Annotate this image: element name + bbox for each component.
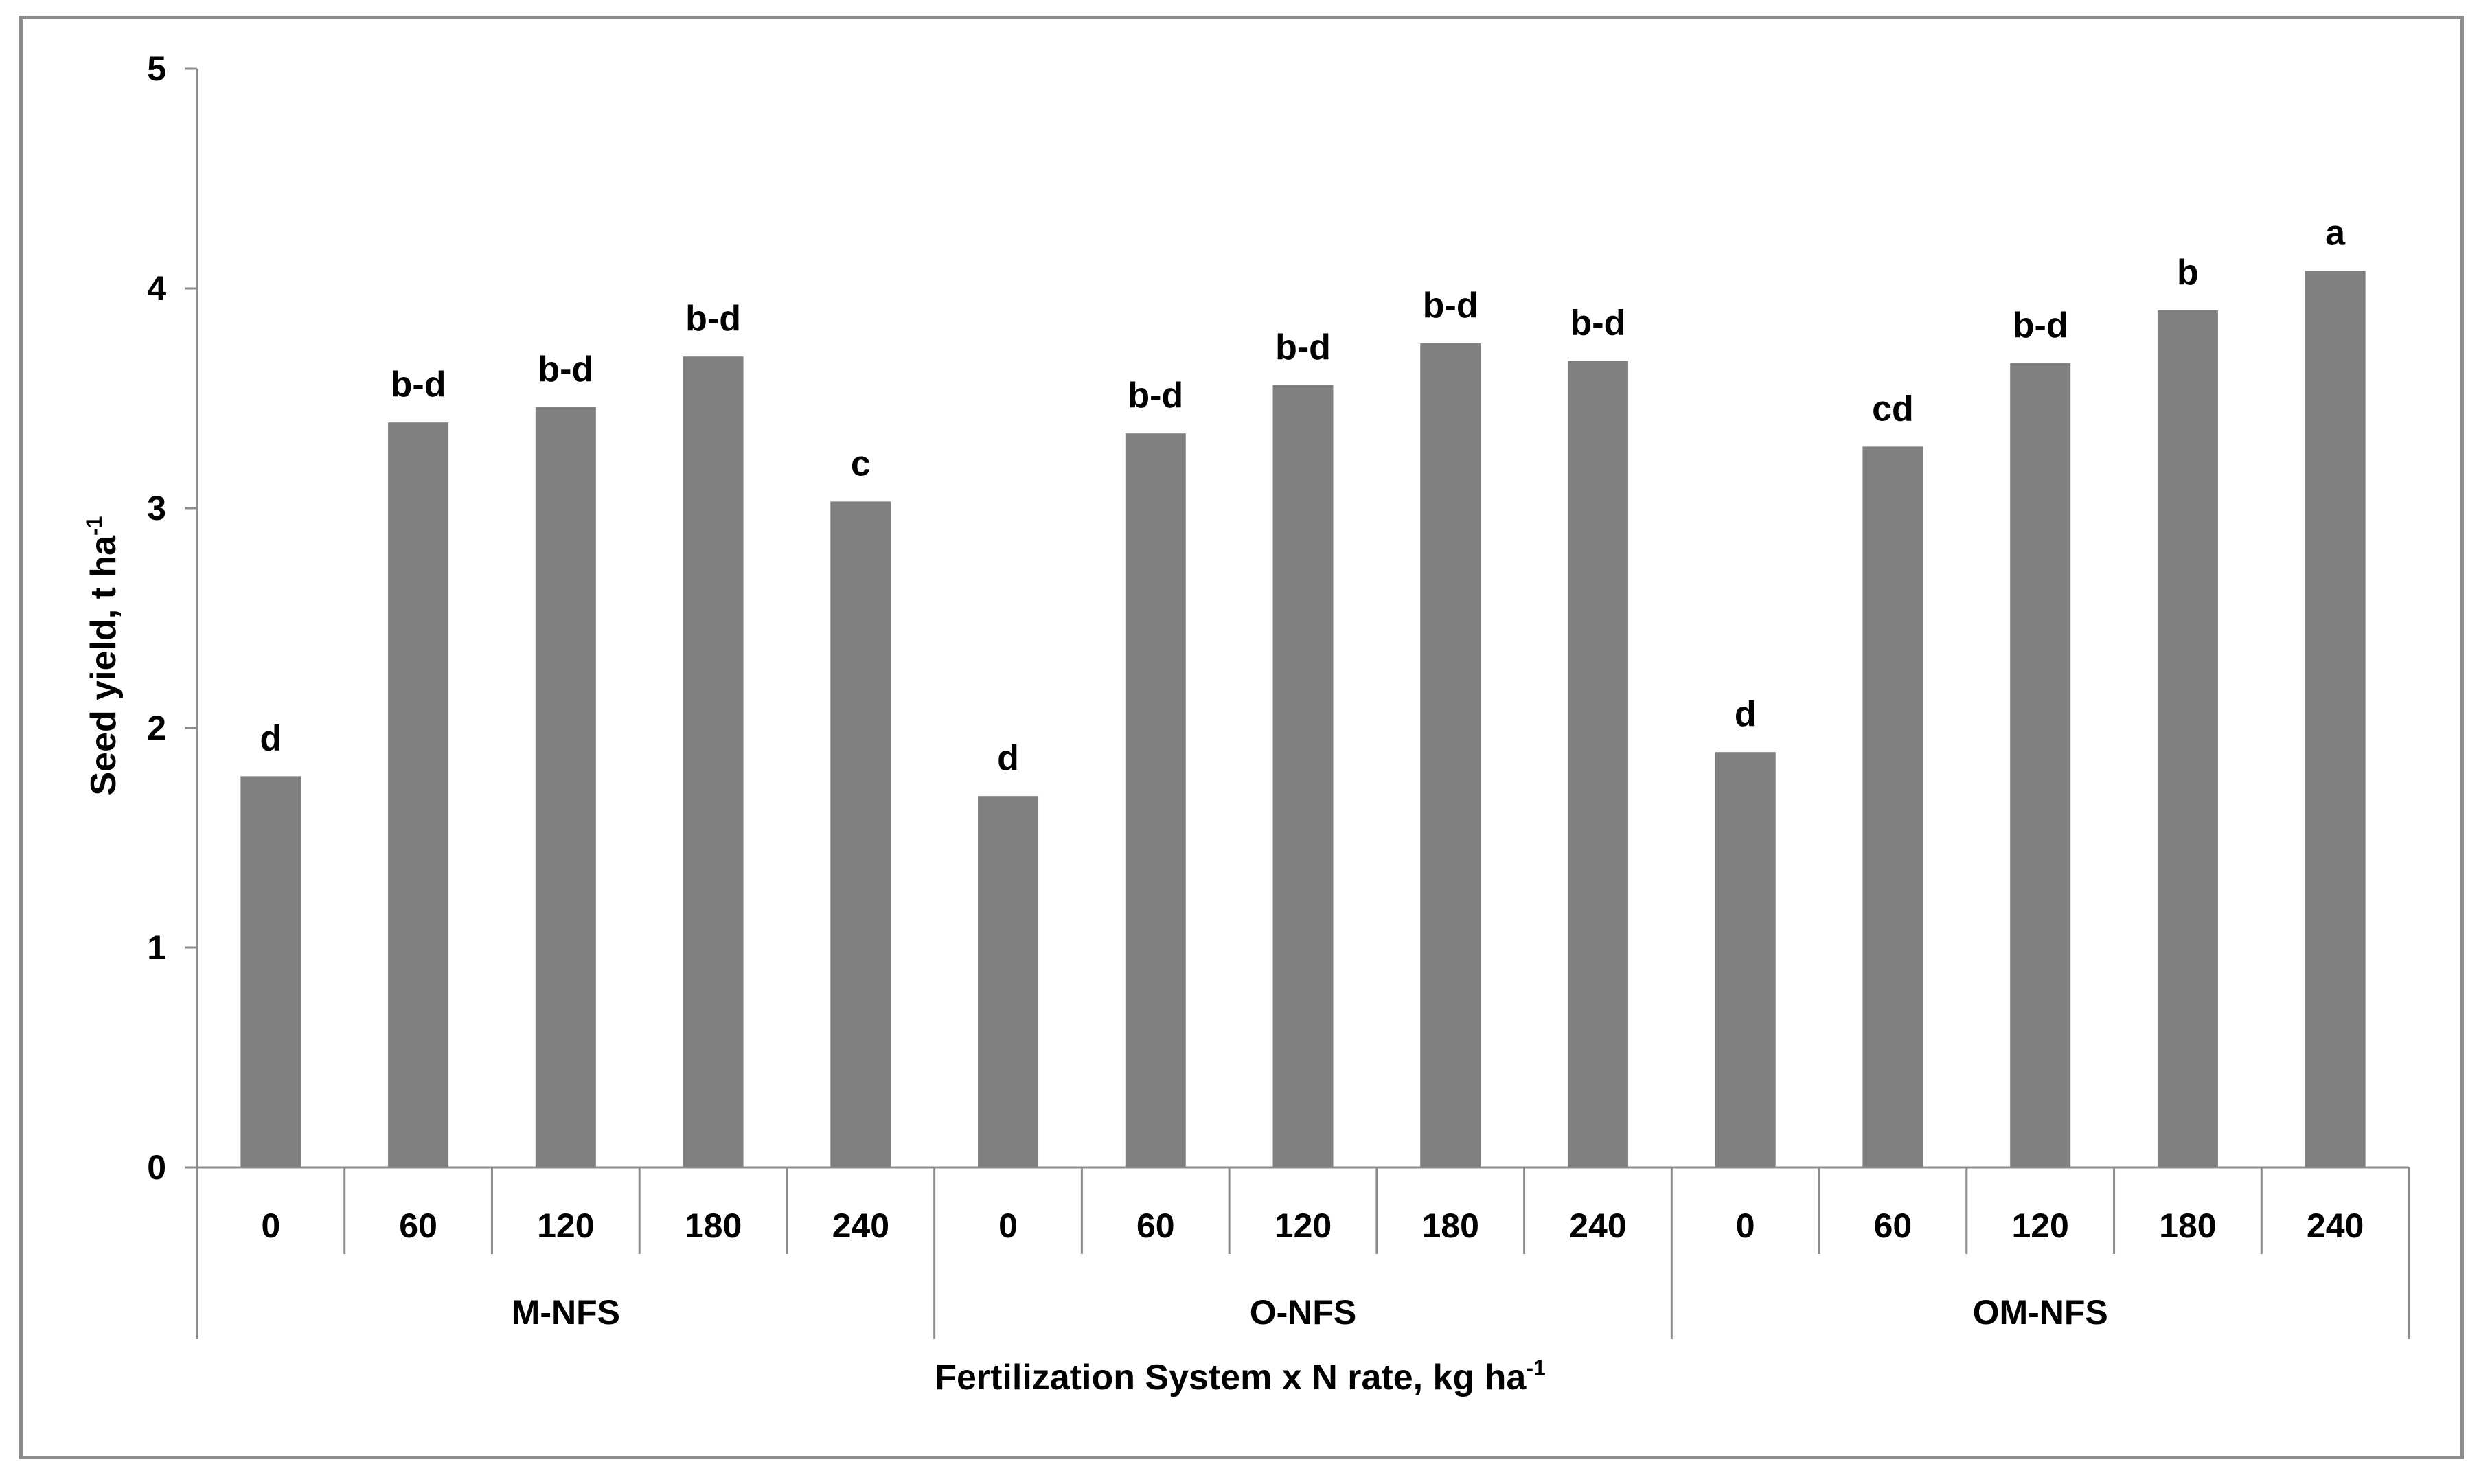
bar-data-label: b-d: [538, 350, 593, 389]
x-tick-label: 180: [685, 1207, 742, 1245]
x-tick-label: 180: [1422, 1207, 1479, 1245]
bar: [830, 501, 891, 1167]
bar: [1715, 752, 1776, 1167]
bar-data-label: b-d: [1128, 376, 1183, 415]
chart-y-tick-labels: 0 1 2 3 4 5: [147, 49, 166, 1187]
x-tick-label: 0: [998, 1207, 1018, 1245]
bar-data-label: c: [851, 444, 871, 483]
x-tick-label: 60: [1874, 1207, 1912, 1245]
x-axis-title: Fertilization System x N rate, kg ha-1: [935, 1356, 1546, 1397]
bar: [1567, 361, 1628, 1167]
y-axis-title-text: Seed yield, t ha: [84, 535, 124, 796]
bar-data-label: b: [2177, 253, 2199, 293]
bar: [535, 407, 596, 1167]
bar: [2010, 363, 2071, 1167]
bar-data-label: b-d: [1423, 286, 1478, 326]
x-tick-label: 240: [2307, 1207, 2364, 1245]
bar: [2157, 310, 2218, 1167]
x-tick-label: 60: [1136, 1207, 1175, 1245]
group-label: OM-NFS: [1973, 1293, 2108, 1332]
x-tick-label: 240: [832, 1207, 889, 1245]
bar-data-label: b-d: [1570, 304, 1626, 343]
bar: [1420, 343, 1481, 1167]
bar: [1862, 446, 1923, 1167]
x-tick-label: 120: [537, 1207, 594, 1245]
bar-data-label: b-d: [1275, 328, 1331, 367]
bar-data-label: b-d: [2013, 306, 2068, 345]
y-tick-label: 3: [147, 489, 166, 527]
y-tick-label: 4: [147, 269, 166, 308]
y-tick-label: 2: [147, 709, 166, 747]
group-label: M-NFS: [512, 1293, 620, 1332]
x-axis-title-text: Fertilization System x N rate, kg ha: [935, 1358, 1527, 1397]
x-tick-label: 0: [261, 1207, 280, 1245]
x-tick-label: 120: [2011, 1207, 2068, 1245]
x-tick-label: 120: [1275, 1207, 1332, 1245]
bar-data-label: d: [260, 718, 282, 758]
x-tick-label: 240: [1569, 1207, 1626, 1245]
y-tick-label: 0: [147, 1148, 166, 1187]
chart-x-tick-labels: 0 60 120 180 240 0 60 120 180 240 0 60 120 180 240: [261, 1207, 2364, 1245]
bar: [683, 356, 744, 1168]
y-axis-title-superscript: -1: [82, 516, 106, 535]
chart-group-labels: M-NFS O-NFS OM-NFS: [512, 1293, 2108, 1332]
x-tick-label: 60: [399, 1207, 437, 1245]
bar-data-label: cd: [1872, 389, 1914, 429]
x-tick-label: 0: [1736, 1207, 1755, 1245]
bar: [1125, 433, 1186, 1168]
bar: [978, 796, 1039, 1167]
bar: [240, 776, 301, 1167]
bar-data-label: b-d: [685, 299, 741, 339]
x-axis-title-superscript: -1: [1526, 1356, 1545, 1380]
bar-data-label: d: [1735, 694, 1757, 734]
y-tick-label: 5: [147, 49, 166, 88]
y-tick-label: 1: [147, 928, 166, 967]
bar: [388, 422, 449, 1168]
y-axis-title: Seed yield, t ha-1: [82, 516, 124, 795]
x-tick-label: 180: [2159, 1207, 2216, 1245]
bar-data-label: d: [997, 738, 1019, 778]
chart-bars: [240, 271, 2366, 1168]
bar-data-label: b-d: [391, 365, 446, 404]
bar: [2305, 271, 2366, 1167]
bar-data-label: a: [2325, 213, 2346, 253]
group-label: O-NFS: [1250, 1293, 1357, 1332]
bar: [1272, 385, 1334, 1167]
